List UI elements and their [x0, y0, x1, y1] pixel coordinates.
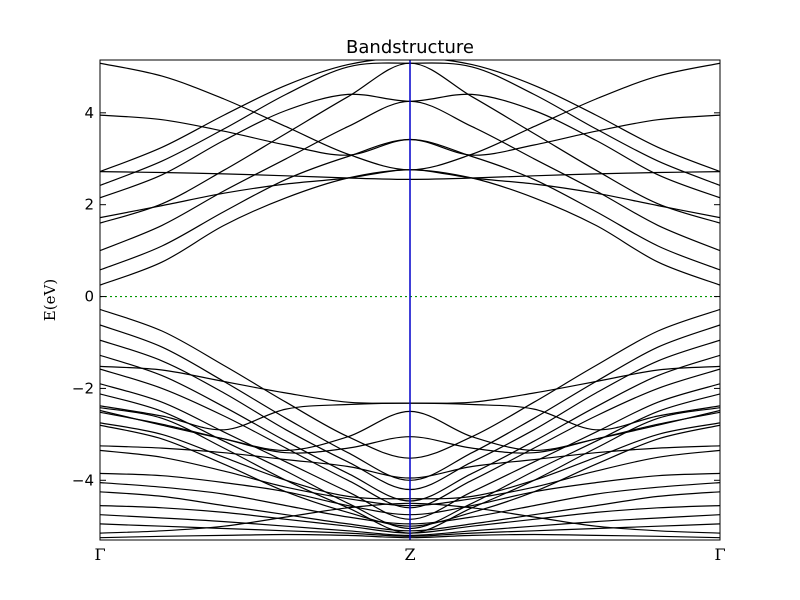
- x-tick-label: Γ: [94, 545, 105, 564]
- band-line-9: [100, 60, 720, 173]
- y-tick-label: 4: [84, 104, 94, 122]
- y-tick-label: 0: [84, 288, 94, 306]
- chart-title: Bandstructure: [346, 37, 474, 58]
- x-tick-label: Γ: [714, 545, 725, 564]
- y-axis-label: E(eV): [41, 279, 59, 321]
- y-tick-label: 2: [84, 196, 94, 214]
- y-tick-label: −2: [72, 379, 94, 397]
- y-tick-label: −4: [72, 471, 94, 489]
- x-tick-label: Z: [404, 545, 415, 564]
- y-axis-ticks: −4 −2 0 2 4: [72, 104, 720, 489]
- plot-frame: [99, 59, 721, 541]
